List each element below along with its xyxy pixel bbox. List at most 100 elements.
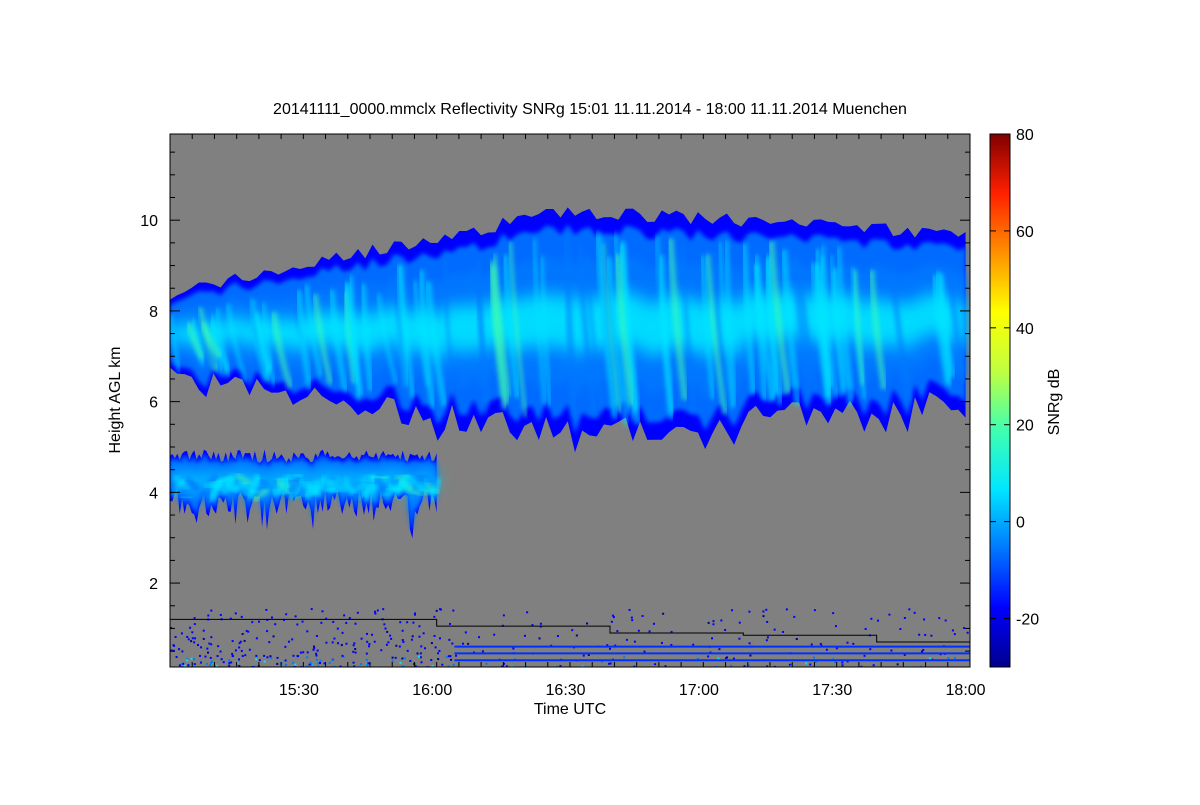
clutter-pixel <box>366 664 368 666</box>
clutter-pixel <box>890 650 892 652</box>
clutter-pixel <box>209 664 211 666</box>
clutter-pixel <box>399 621 401 623</box>
clutter-pixel <box>404 657 406 659</box>
clutter-pixel <box>263 655 265 657</box>
clutter-pixel <box>453 664 455 666</box>
clutter-pixel <box>203 638 205 640</box>
clutter-pixel <box>273 635 275 637</box>
colorbar-tick-label: 0 <box>1016 515 1025 532</box>
clutter-pixel <box>731 609 733 611</box>
clutter-pixel <box>184 665 186 667</box>
clutter-pixel <box>331 659 333 661</box>
clutter-pixel <box>439 608 441 610</box>
clutter-pixel <box>649 630 651 632</box>
clutter-pixel <box>368 645 370 647</box>
clutter-pixel <box>374 641 376 643</box>
clutter-pixel <box>873 664 875 666</box>
y-tick-label: 4 <box>149 485 158 502</box>
clutter-pixel <box>613 616 615 618</box>
clutter-pixel <box>877 620 879 622</box>
clutter-pixel <box>266 630 268 632</box>
clutter-pixel <box>749 655 751 657</box>
clutter-pixel <box>306 630 308 632</box>
clutter-pixel <box>210 636 212 638</box>
clutter-pixel <box>411 639 413 641</box>
clutter-pixel <box>292 662 294 664</box>
clutter-pixel <box>835 625 837 627</box>
clutter-pixel <box>451 643 453 645</box>
clutter-pixel <box>176 656 178 658</box>
clutter-pixel <box>924 634 926 636</box>
fall-streak <box>293 474 302 476</box>
clutter-pixel <box>423 632 425 634</box>
clutter-pixel <box>276 657 278 659</box>
clutter-pixel <box>186 636 188 638</box>
clutter-pixel <box>316 659 318 661</box>
clutter-pixel <box>626 639 628 641</box>
clutter-pixel <box>707 655 709 657</box>
clutter-pixel <box>766 621 768 623</box>
clutter-pixel <box>418 625 420 627</box>
colorbar-tick-label: 60 <box>1016 224 1034 241</box>
clutter-pixel <box>374 611 376 613</box>
clutter-pixel <box>342 632 344 634</box>
clutter-pixel <box>300 652 302 654</box>
clutter-pixel <box>846 642 848 644</box>
clutter-pixel <box>809 664 811 666</box>
clutter-pixel <box>805 662 807 664</box>
clutter-pixel <box>748 611 750 613</box>
clutter-pixel <box>503 614 505 616</box>
clutter-pixel <box>276 663 278 665</box>
clutter-pixel <box>441 664 443 666</box>
clutter-pixel <box>638 630 640 632</box>
clutter-pixel <box>203 630 205 632</box>
clutter-pixel <box>642 615 644 617</box>
clutter-pixel <box>815 661 817 663</box>
clutter-pixel <box>217 645 219 647</box>
fall-streak <box>421 489 437 491</box>
clutter-pixel <box>294 664 296 666</box>
clutter-pixel <box>834 661 836 663</box>
clutter-pixel <box>412 635 414 637</box>
fall-streak <box>324 488 339 492</box>
clutter-pixel <box>266 656 268 658</box>
clutter-pixel <box>238 658 240 660</box>
clutter-pixel <box>208 643 210 645</box>
clutter-pixel <box>188 638 190 640</box>
clutter-pixel <box>610 662 612 664</box>
clutter-pixel <box>616 630 618 632</box>
clutter-pixel <box>945 619 947 621</box>
clutter-pixel <box>190 640 192 642</box>
clutter-pixel <box>251 621 253 623</box>
clutter-pixel <box>216 665 218 667</box>
clutter-pixel <box>232 640 234 642</box>
fall-streak <box>180 497 193 498</box>
clutter-pixel <box>450 659 452 661</box>
clutter-pixel <box>368 643 370 645</box>
clutter-pixel <box>382 608 384 610</box>
y-tick-label: 6 <box>149 395 158 412</box>
clutter-pixel <box>431 642 433 644</box>
clutter-pixel <box>367 662 369 664</box>
clutter-pixel <box>319 662 321 664</box>
clutter-pixel <box>401 658 403 660</box>
clutter-pixel <box>366 653 368 655</box>
clutter-pixel <box>296 623 298 625</box>
clutter-pixel <box>306 656 308 658</box>
clutter-pixel <box>392 657 394 659</box>
clutter-pixel <box>467 643 469 645</box>
clutter-pixel <box>539 637 541 639</box>
clutter-pixel <box>343 614 345 616</box>
clutter-pixel <box>319 660 321 662</box>
clutter-pixel <box>345 622 347 624</box>
clutter-pixel <box>416 652 418 654</box>
clutter-pixel <box>963 627 965 629</box>
clutter-pixel <box>200 646 202 648</box>
clutter-pixel <box>897 663 899 665</box>
clutter-pixel <box>954 633 956 635</box>
clutter-pixel <box>493 634 495 636</box>
clutter-pixel <box>399 662 401 664</box>
clutter-pixel <box>217 655 219 657</box>
clutter-pixel <box>181 650 183 652</box>
